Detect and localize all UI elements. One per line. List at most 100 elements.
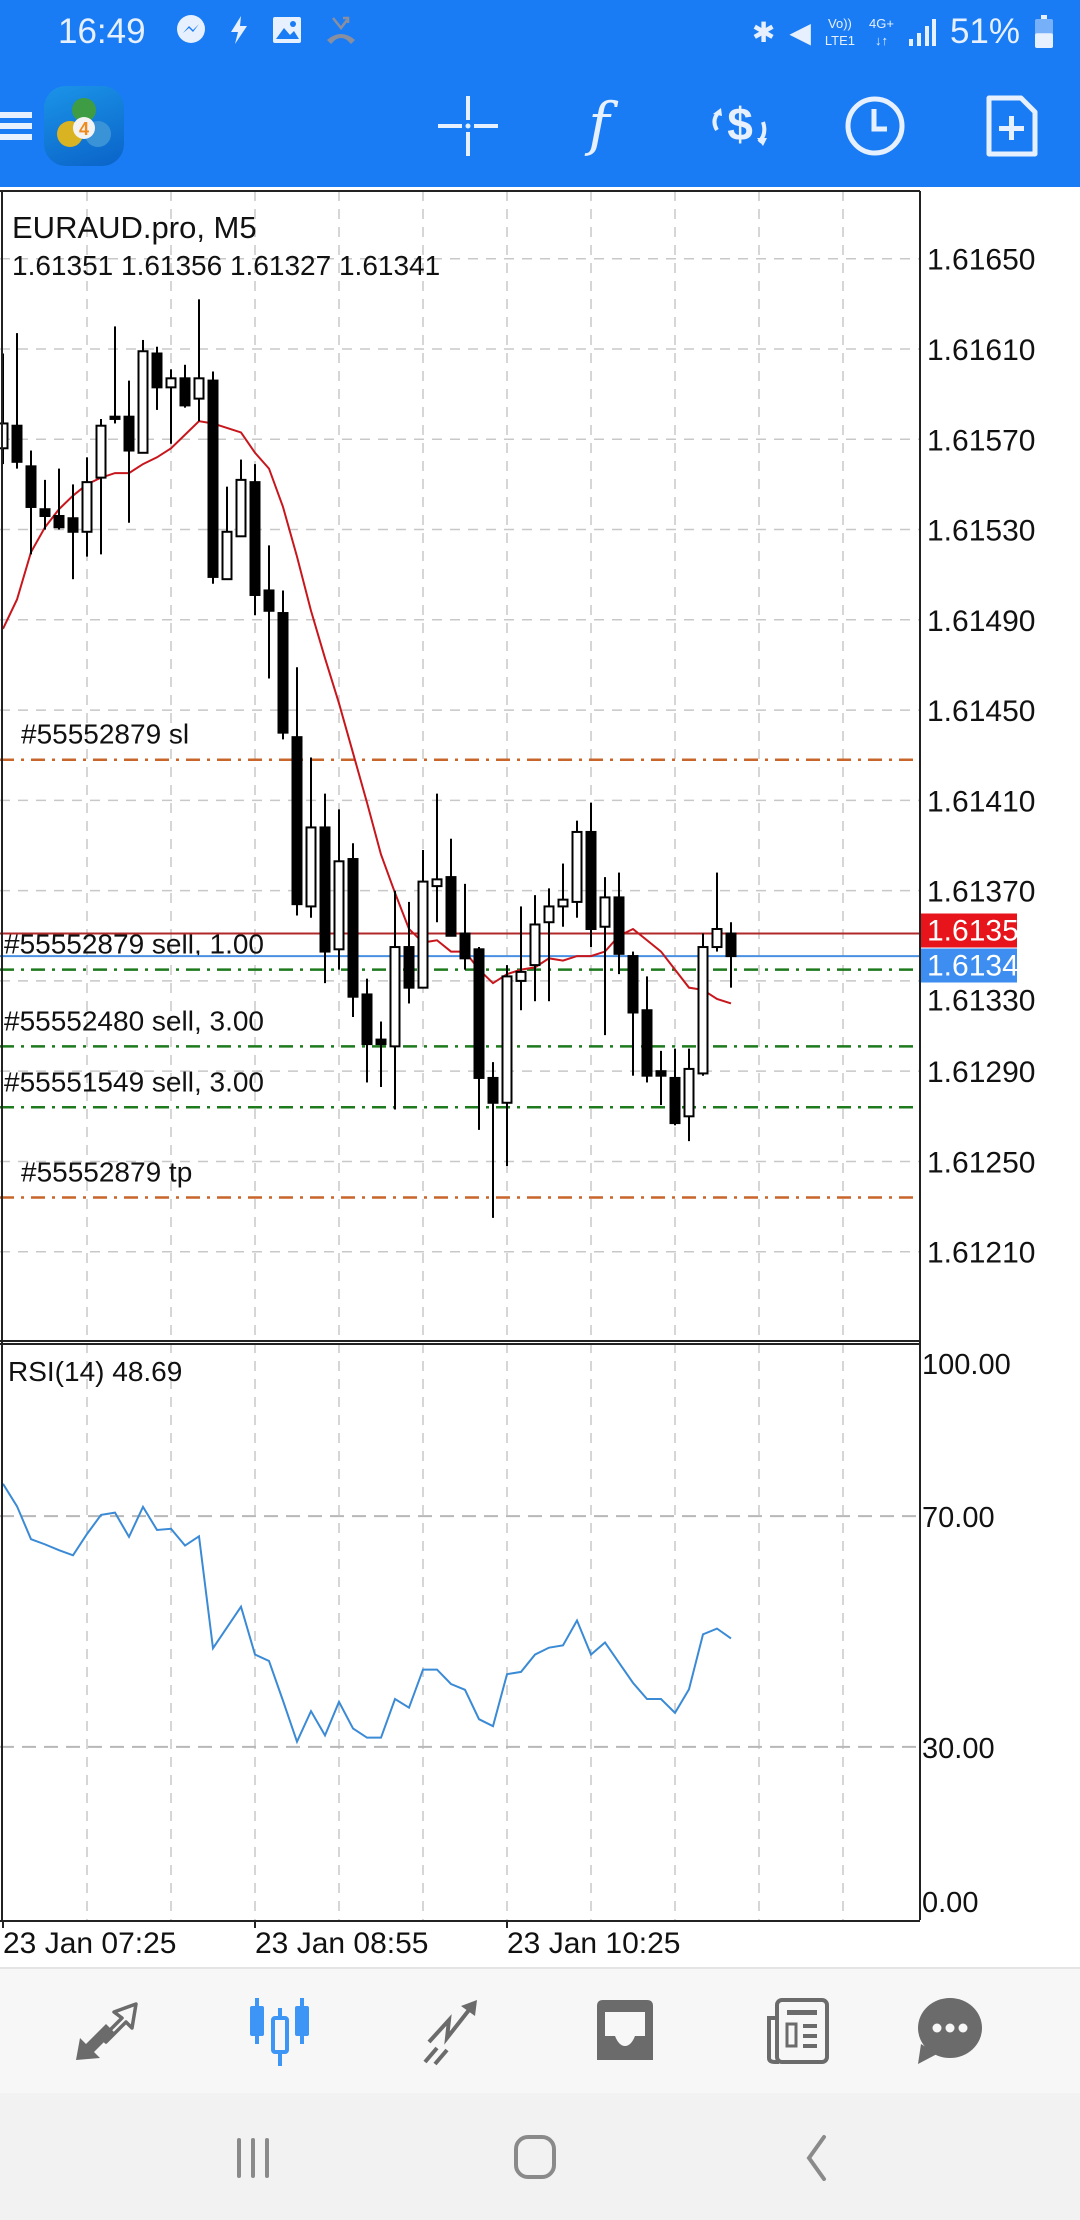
- candle-body: [487, 1076, 499, 1104]
- candle-bearish: [473, 947, 485, 1130]
- candle-body: [11, 424, 23, 463]
- candle-body: [375, 1038, 387, 1046]
- history-inbox-icon: [597, 2000, 653, 2060]
- candle-body: [473, 948, 485, 1079]
- candle-bullish: [515, 906, 527, 1011]
- metatrader-logo[interactable]: 4: [44, 86, 124, 166]
- signal-icon: [908, 19, 936, 46]
- price-chart[interactable]: #55552879 sl#55552879 sell, 1.00#5555248…: [0, 187, 1080, 1967]
- candle-bearish: [403, 901, 415, 1004]
- candle-body: [333, 860, 345, 951]
- candle-bearish: [123, 380, 135, 523]
- time-tick-label: 23 Jan 07:25: [3, 1927, 176, 1960]
- candle-body: [627, 955, 639, 1014]
- candle-bearish: [151, 346, 163, 410]
- candle-bullish: [95, 418, 107, 555]
- home-button[interactable]: [490, 2123, 580, 2193]
- rsi-label: RSI(14) 48.69: [8, 1356, 182, 1387]
- nav-history[interactable]: [581, 1995, 671, 2071]
- rsi-panel: [0, 1483, 920, 1748]
- messenger-icon: [177, 15, 205, 43]
- candle-body: [291, 736, 303, 906]
- battery-percent: 51%: [949, 12, 1020, 51]
- candle-body: [613, 896, 625, 955]
- candle-body: [445, 876, 457, 937]
- messages-icon: [918, 1998, 982, 2064]
- price-tick-label: 1.61250: [927, 1146, 1035, 1179]
- quotes-arrows-icon: [76, 2002, 138, 2060]
- home-icon: [514, 2135, 556, 2179]
- candle-bullish: [571, 820, 583, 918]
- candle-bearish: [669, 1048, 681, 1126]
- candle-body: [641, 1009, 653, 1077]
- order-line-label: #55551549 sell, 3.00: [4, 1066, 264, 1097]
- candle-body: [571, 830, 583, 903]
- lte-label: LTE1: [824, 33, 855, 48]
- price-tick-label: 1.61450: [927, 695, 1035, 728]
- price-tick-label: 1.61650: [927, 244, 1035, 277]
- rsi-tick-label: 30.00: [922, 1733, 995, 1765]
- chart-candles-icon: [250, 1998, 309, 2066]
- candle-bullish: [333, 809, 345, 970]
- timeframe-button[interactable]: [839, 90, 911, 162]
- candle-bearish: [277, 590, 289, 740]
- candle-bearish: [67, 484, 79, 580]
- candle-bearish: [361, 978, 373, 1083]
- candle-body: [263, 589, 275, 612]
- recent-apps-button[interactable]: [209, 2123, 299, 2193]
- candle-body: [179, 377, 191, 407]
- trade-button[interactable]: $: [704, 90, 776, 162]
- candle-bearish: [347, 843, 359, 1018]
- price-tick-label: 1.61610: [927, 334, 1035, 367]
- svg-text:$: $: [727, 98, 753, 150]
- rsi-tick-label: 70.00: [922, 1502, 995, 1534]
- nav-quotes[interactable]: [62, 1995, 152, 2071]
- clock-period-icon: [845, 96, 905, 156]
- candle-body: [543, 905, 555, 924]
- time-tick-label: 23 Jan 10:25: [507, 1927, 680, 1960]
- candle-bearish: [11, 333, 23, 469]
- candle-bullish: [697, 933, 709, 1076]
- candle-body: [697, 946, 709, 1075]
- price-tick-label: 1.61330: [927, 985, 1035, 1018]
- nav-messages[interactable]: [905, 1995, 995, 2071]
- bid-price-box: [921, 913, 1017, 948]
- price-tick-label: 1.61210: [927, 1237, 1035, 1270]
- symbol-label: EURAUD.pro, M5: [12, 210, 257, 245]
- logo-text: 4: [79, 119, 89, 139]
- nav-news[interactable]: [755, 1995, 845, 2071]
- volte-label: Vo)): [828, 16, 852, 31]
- candle-body: [669, 1076, 681, 1125]
- candle-bullish: [305, 757, 317, 918]
- candle-body: [249, 481, 261, 596]
- candle-bearish: [725, 922, 737, 988]
- candle-body: [305, 826, 317, 908]
- candle-bullish: [165, 369, 177, 444]
- candle-body: [711, 927, 723, 949]
- rsi-line: [2, 1483, 732, 1745]
- candle-body: [165, 377, 177, 389]
- order-line-label: #55552480 sell, 3.00: [4, 1005, 264, 1036]
- notification-icons: [175, 14, 359, 46]
- candle-body: [403, 946, 415, 989]
- candle-body: [123, 415, 135, 452]
- mute-icon: ◀: [789, 16, 811, 48]
- menu-button[interactable]: [0, 90, 54, 162]
- crosshair-button[interactable]: [432, 90, 504, 162]
- nav-trade[interactable]: [407, 1995, 497, 2071]
- candle-body: [585, 830, 597, 930]
- ask-price-box: [921, 948, 1017, 983]
- candle-body: [151, 352, 163, 389]
- candle-body: [599, 896, 611, 928]
- nav-chart[interactable]: [235, 1995, 325, 2071]
- status-time: 16:49: [58, 12, 146, 51]
- news-icon: [767, 1998, 829, 2064]
- new-order-button[interactable]: [976, 90, 1048, 162]
- back-button[interactable]: [772, 2123, 862, 2193]
- indicators-button[interactable]: f: [563, 90, 635, 162]
- candle-body: [53, 514, 65, 529]
- candle-bullish: [501, 965, 513, 1166]
- candle-body: [109, 415, 121, 420]
- ask-price-label: 1.61341: [927, 950, 1035, 983]
- price-tick-label: 1.61410: [927, 785, 1035, 818]
